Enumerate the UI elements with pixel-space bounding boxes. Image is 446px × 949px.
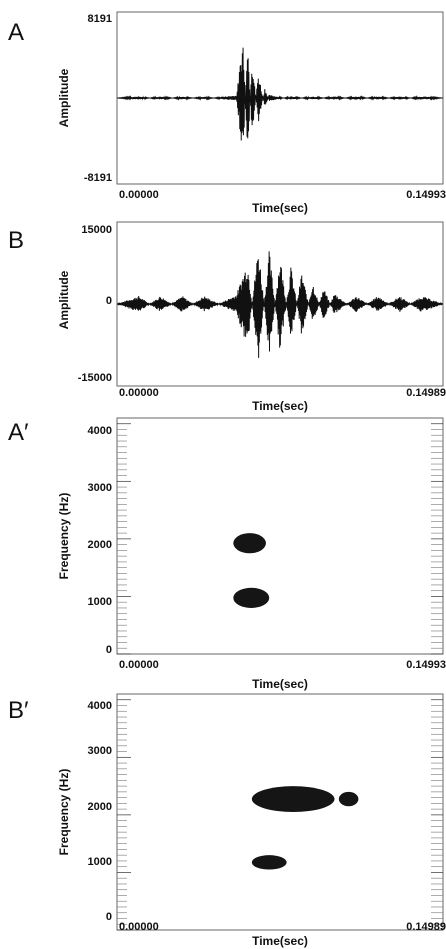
y-axis-label: Frequency (Hz) bbox=[57, 769, 71, 856]
spectrogram-panel-b-prime: Frequency (Hz) 4000 3000 2000 1000 0 0.0… bbox=[57, 693, 446, 948]
y-tick-label: 2000 bbox=[88, 801, 112, 813]
y-tick-label: 3000 bbox=[88, 482, 112, 494]
panel-label-a: A bbox=[8, 19, 24, 46]
y-tick-label: 4000 bbox=[88, 700, 112, 712]
waveform-trace bbox=[116, 251, 444, 358]
energy-blob bbox=[338, 791, 359, 807]
x-axis-label: Time(sec) bbox=[252, 677, 308, 691]
x-tick-label: 0.00000 bbox=[119, 189, 159, 201]
y-axis-label: Amplitude bbox=[57, 68, 71, 127]
y-tick-label: 1000 bbox=[88, 596, 112, 608]
x-tick-label: 0.14993 bbox=[406, 189, 446, 201]
x-tick-label: 0.14989 bbox=[406, 387, 446, 399]
y-tick-label: 0 bbox=[106, 644, 112, 656]
y-axis-label: Frequency (Hz) bbox=[57, 493, 71, 580]
x-axis-label: Time(sec) bbox=[252, 399, 308, 413]
plot-frame bbox=[116, 693, 444, 931]
spectrogram-energy bbox=[233, 533, 270, 608]
y-tick-label: -8191 bbox=[84, 172, 112, 184]
y-tick-label: -15000 bbox=[78, 372, 112, 384]
panel-label-b: B bbox=[8, 227, 24, 254]
x-tick-label: 0.00000 bbox=[119, 387, 159, 399]
y-axis-label: Amplitude bbox=[57, 270, 71, 329]
plot-frame bbox=[116, 417, 444, 655]
panel-label-b-prime: B′ bbox=[8, 697, 29, 724]
spectrogram-panel-a-prime: Frequency (Hz) 4000 3000 2000 1000 0 0.0… bbox=[57, 417, 446, 691]
x-axis-label: Time(sec) bbox=[252, 934, 308, 948]
y-tick-label: 0 bbox=[106, 911, 112, 923]
energy-blob bbox=[233, 587, 270, 608]
y-tick-label: 0 bbox=[106, 295, 112, 307]
spectrogram-energy bbox=[251, 786, 359, 870]
y-tick-label: 1000 bbox=[88, 856, 112, 868]
x-tick-label: 0.00000 bbox=[119, 659, 159, 671]
y-tick-label: 3000 bbox=[88, 745, 112, 757]
y-tick-label: 15000 bbox=[81, 224, 112, 236]
x-tick-label: 0.00000 bbox=[119, 921, 159, 933]
frequency-tick-marks bbox=[117, 423, 443, 655]
y-tick-label: 2000 bbox=[88, 539, 112, 551]
x-tick-label: 0.14989 bbox=[406, 921, 446, 933]
waveform-trace bbox=[116, 47, 444, 141]
panel-label-a-prime: A′ bbox=[8, 419, 29, 446]
energy-blob bbox=[251, 855, 287, 870]
energy-blob bbox=[251, 786, 335, 812]
energy-blob bbox=[233, 533, 266, 554]
x-tick-label: 0.14993 bbox=[406, 659, 446, 671]
y-tick-label: 8191 bbox=[88, 13, 112, 25]
waveform-panel-a: Amplitude 8191 -8191 0.00000 0.14993 Tim… bbox=[57, 11, 446, 215]
x-axis-label: Time(sec) bbox=[252, 201, 308, 215]
y-tick-label: 4000 bbox=[88, 425, 112, 437]
frequency-tick-marks bbox=[117, 699, 443, 931]
waveform-panel-b: Amplitude 15000 0 -15000 0.00000 0.14989… bbox=[57, 221, 446, 413]
